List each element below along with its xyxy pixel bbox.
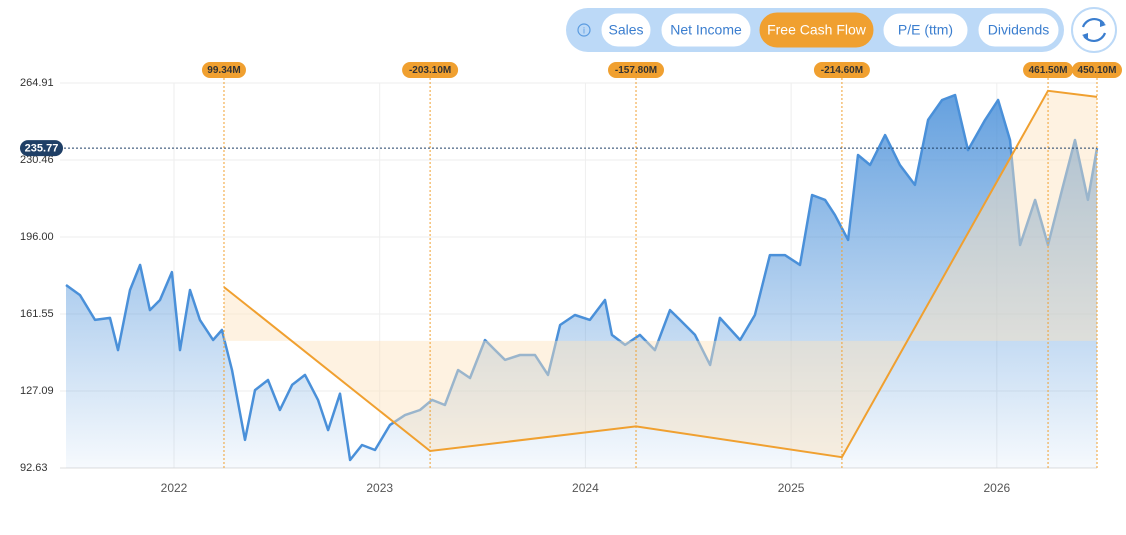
- tab-label: Dividends: [988, 22, 1049, 38]
- tab-button[interactable]: [660, 12, 752, 48]
- tab-button[interactable]: [759, 12, 874, 48]
- fcf-label-bg: [1072, 62, 1122, 78]
- y-tick-label: 127.09: [20, 385, 54, 397]
- current-price-badge: [20, 140, 63, 157]
- price-line: [65, 93, 1099, 462]
- y-tick-label: 161.55: [20, 308, 54, 320]
- fcf-line: [223, 89, 1098, 459]
- x-tick-label: 2024: [572, 481, 599, 495]
- y-tick-label: 196.00: [20, 231, 54, 243]
- x-tick-label: 2026: [983, 481, 1010, 495]
- fcf-label: -157.80M: [615, 65, 657, 76]
- fcf-label-bg: [813, 62, 870, 78]
- tab-button[interactable]: [600, 12, 652, 48]
- fcf-label-bg: [1023, 62, 1074, 78]
- info-glyph: i: [583, 25, 585, 35]
- x-tick-label: 2023: [366, 481, 393, 495]
- fcf-label-bg: [402, 62, 459, 78]
- y-tick-label: 230.46: [20, 154, 54, 166]
- x-tick-label: 2025: [778, 481, 805, 495]
- refresh-icon: [1081, 17, 1107, 43]
- fcf-label: -203.10M: [409, 65, 451, 76]
- fcf-label: 99.34M: [207, 65, 240, 76]
- refresh-arrows: [1082, 21, 1106, 39]
- fcf-area: [223, 90, 1098, 458]
- fcf-label-bg: [608, 62, 665, 78]
- tab-button[interactable]: [977, 12, 1060, 48]
- x-tick-label: 2022: [161, 481, 188, 495]
- tab-label: Free Cash Flow: [767, 22, 867, 38]
- tab-label: P/E (ttm): [898, 22, 953, 38]
- current-price-label: 235.77: [25, 143, 59, 155]
- price-area: [66, 95, 1097, 468]
- fcf-label: 450.10M: [1078, 65, 1117, 76]
- tab-label: Net Income: [670, 22, 742, 38]
- y-tick-label: 264.91: [20, 77, 54, 89]
- y-tick-label: 92.63: [20, 462, 48, 474]
- fcf-label: 461.50M: [1029, 65, 1068, 76]
- tab-button[interactable]: [882, 12, 969, 48]
- refresh-button[interactable]: [1071, 7, 1117, 53]
- fcf-label: -214.60M: [821, 65, 863, 76]
- info-icon[interactable]: [577, 23, 591, 37]
- fcf-label-bg: [201, 62, 246, 78]
- tab-label: Sales: [608, 22, 643, 38]
